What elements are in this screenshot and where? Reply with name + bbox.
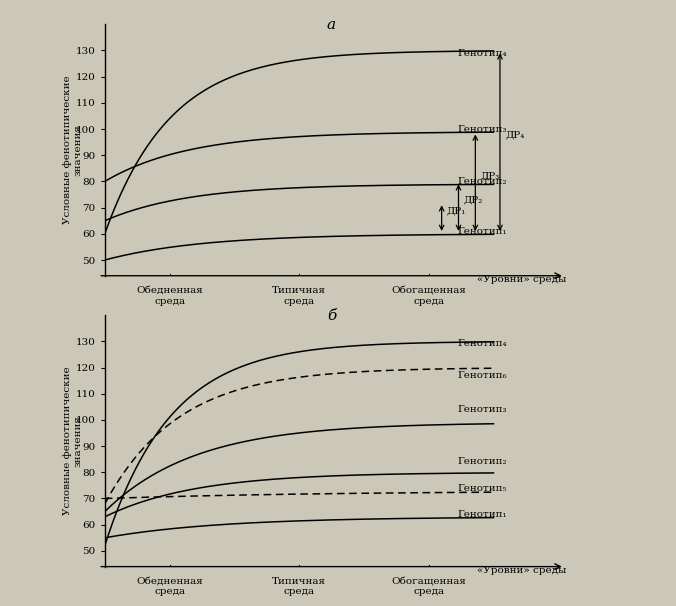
Text: Генотип₅: Генотип₅	[457, 484, 507, 493]
Text: Генотип₆: Генотип₆	[457, 371, 507, 380]
Text: а: а	[327, 18, 336, 33]
Text: Генотип₂: Генотип₂	[457, 177, 507, 186]
Text: ДР₂: ДР₂	[464, 196, 483, 205]
Y-axis label: Условные фенотипические
значения: Условные фенотипические значения	[64, 76, 82, 224]
Text: ДР₃: ДР₃	[481, 171, 500, 180]
Text: Генотип₄: Генотип₄	[457, 48, 507, 58]
Y-axis label: Условные фенотипические
значения: Условные фенотипические значения	[64, 367, 82, 515]
Text: Генотип₃: Генотип₃	[457, 405, 507, 414]
Text: б: б	[327, 309, 336, 324]
Text: Генотип₂: Генотип₂	[457, 458, 507, 467]
Text: ДР₁: ДР₁	[447, 207, 466, 216]
Text: Генотип₃: Генотип₃	[457, 124, 507, 133]
Text: «Уровни» среды: «Уровни» среды	[477, 566, 566, 575]
Text: Генотип₁: Генотип₁	[457, 510, 507, 519]
Text: Генотип₁: Генотип₁	[457, 227, 507, 236]
Text: ДР₄: ДР₄	[505, 130, 525, 139]
Text: Генотип₄: Генотип₄	[457, 339, 507, 348]
Text: «Уровни» среды: «Уровни» среды	[477, 275, 566, 284]
